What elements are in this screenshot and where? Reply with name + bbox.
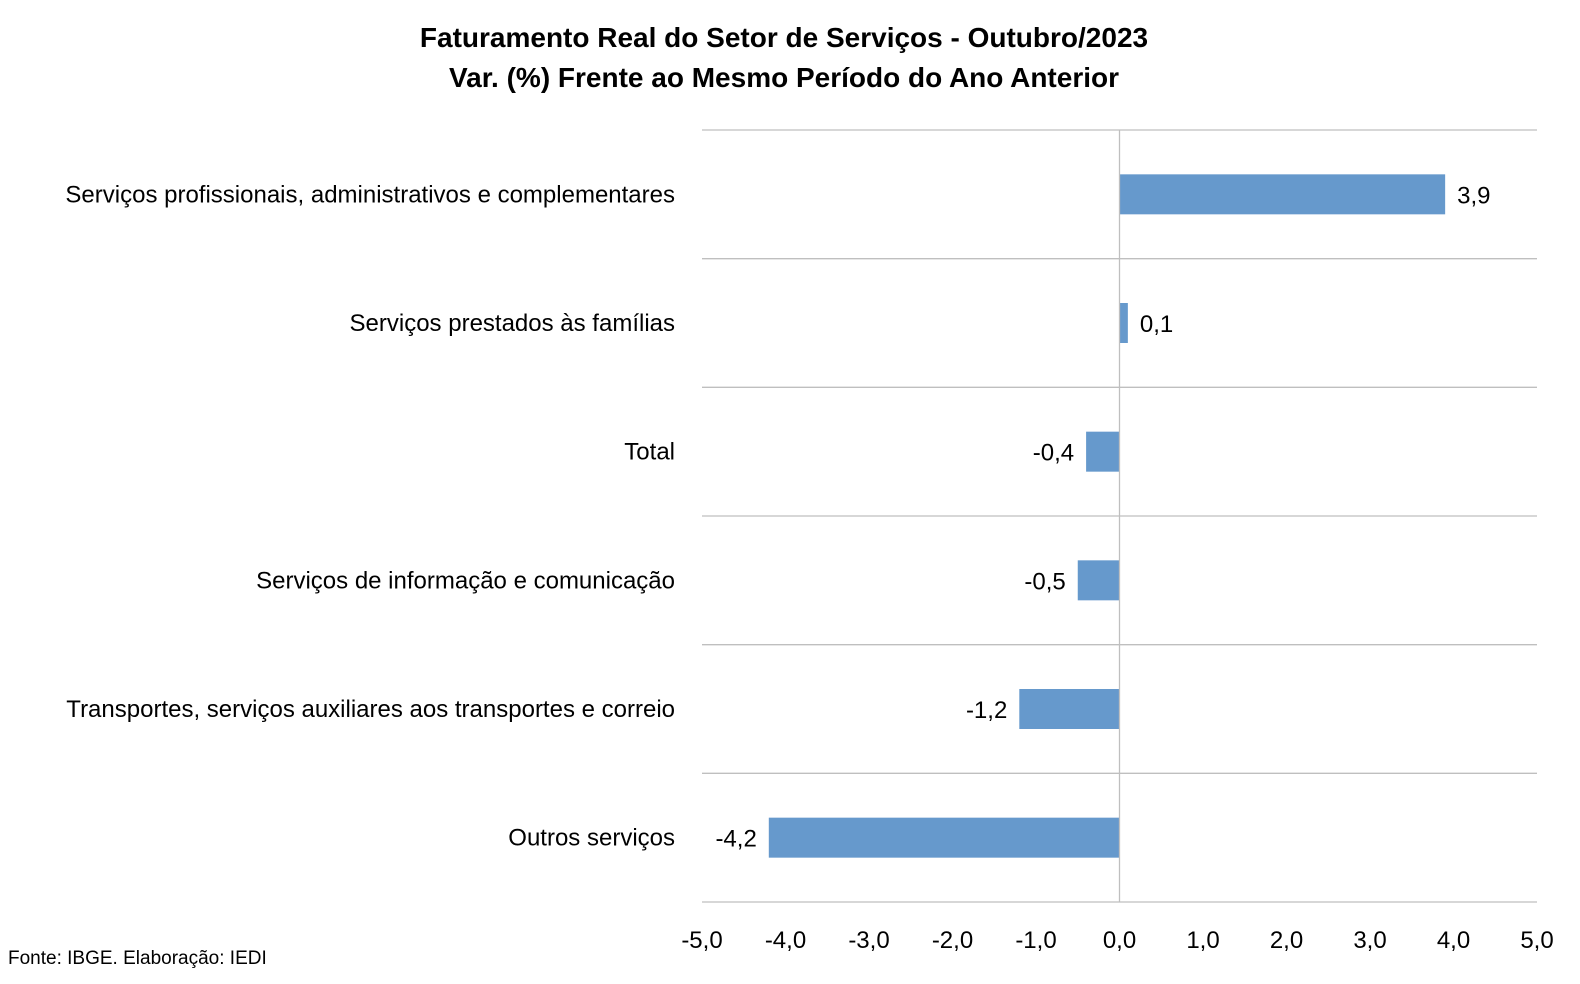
data-label: -1,2 (966, 697, 1007, 724)
data-label: -4,2 (715, 826, 756, 853)
chart-title: Faturamento Real do Setor de Serviços - … (420, 22, 1148, 53)
category-label: Transportes, serviços auxiliares aos tra… (66, 696, 675, 723)
category-label: Serviços profissionais, administrativos … (65, 181, 675, 208)
data-label: -0,4 (1033, 440, 1074, 467)
data-label: 3,9 (1457, 182, 1490, 209)
data-label: -0,5 (1024, 568, 1065, 595)
axes (702, 130, 1537, 903)
category-label: Serviços de informação e comunicação (256, 567, 675, 594)
x-tick-label: -2,0 (932, 927, 973, 954)
category-label: Serviços prestados às famílias (350, 310, 675, 337)
x-tick-label: 5,0 (1520, 927, 1553, 954)
x-tick-label: -1,0 (1015, 927, 1056, 954)
bar (768, 817, 1120, 858)
bar (1086, 431, 1120, 472)
bar (1119, 303, 1128, 343)
source-note: Fonte: IBGE. Elaboração: IEDI (8, 948, 267, 969)
x-tick-label: 3,0 (1353, 927, 1386, 954)
x-tick-label: 4,0 (1437, 927, 1470, 954)
labels: Serviços profissionais, administrativos … (65, 181, 1553, 954)
x-tick-label: -5,0 (681, 927, 722, 954)
chart-subtitle: Var. (%) Frente ao Mesmo Período do Ano … (449, 62, 1119, 93)
bar (1119, 174, 1446, 215)
data-label: 0,1 (1140, 311, 1173, 338)
x-tick-label: -3,0 (848, 927, 889, 954)
x-tick-label: 2,0 (1270, 927, 1303, 954)
bars (768, 174, 1446, 858)
category-label: Total (624, 439, 675, 466)
x-tick-label: 0,0 (1103, 927, 1136, 954)
x-tick-label: -4,0 (765, 927, 806, 954)
x-tick-label: 1,0 (1186, 927, 1219, 954)
category-label: Outros serviços (508, 825, 675, 852)
bar (1077, 560, 1120, 601)
bar (1019, 689, 1120, 729)
